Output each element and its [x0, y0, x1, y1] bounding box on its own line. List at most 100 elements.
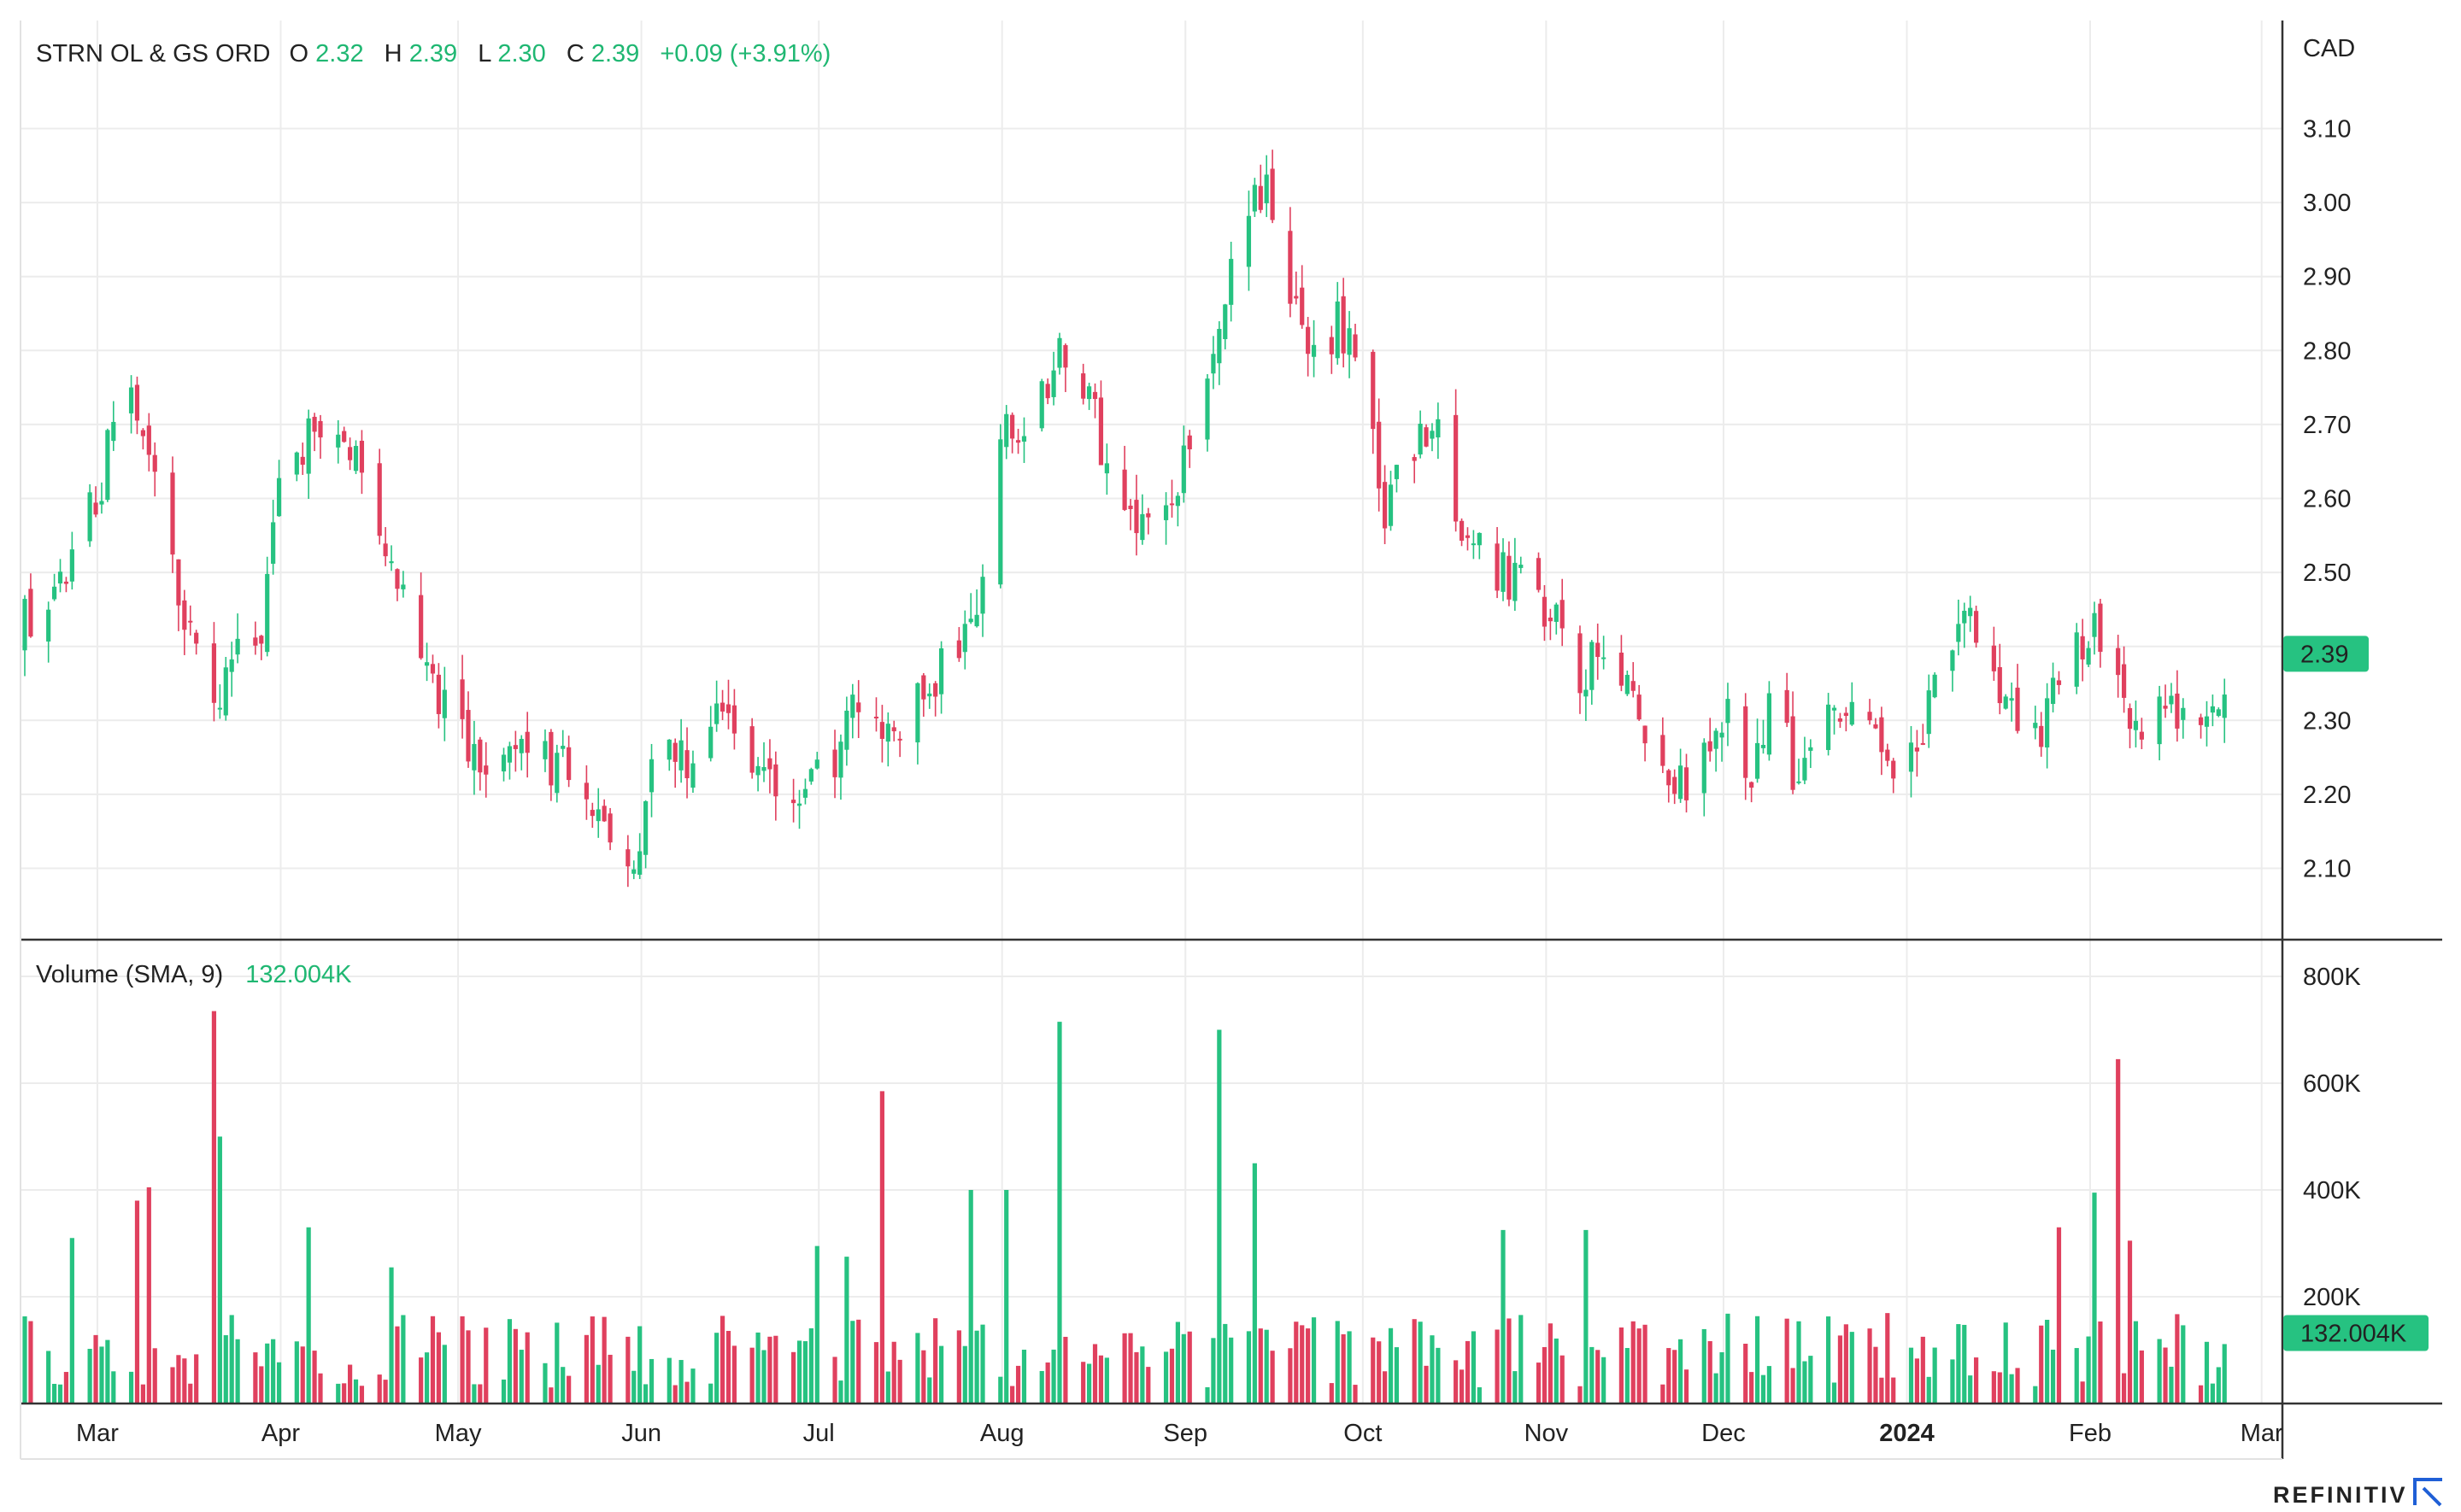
volume-bar — [377, 1374, 382, 1404]
volume-bar — [690, 1368, 696, 1404]
volume-bar — [1454, 1360, 1459, 1404]
volume-bar — [561, 1367, 566, 1404]
volume-badge-text: 132.004K — [2300, 1320, 2407, 1347]
volume-bar — [1021, 1350, 1027, 1404]
candle-body — [567, 747, 572, 781]
volume-bar — [637, 1326, 643, 1404]
candle-body — [1181, 445, 1186, 494]
volume-bar — [389, 1267, 394, 1404]
volume-bar — [885, 1371, 890, 1404]
candle-body — [2045, 698, 2050, 747]
volume-bar — [608, 1354, 613, 1404]
candle-body — [1956, 624, 1961, 642]
candle-body — [353, 446, 359, 472]
price-tick-labels: 3.103.002.902.802.702.602.502.402.302.20… — [2303, 116, 2351, 883]
candle-body — [2139, 731, 2144, 740]
volume-bar — [1140, 1346, 1145, 1404]
candle-body — [2198, 717, 2204, 725]
volume-bar — [1908, 1347, 1914, 1404]
volume-bar — [99, 1346, 104, 1404]
volume-bar — [1430, 1335, 1435, 1404]
candle-body — [897, 738, 902, 741]
volume-bar — [1808, 1356, 1813, 1404]
candle-body — [838, 741, 843, 778]
volume-bar — [1554, 1338, 1559, 1404]
volume-bar — [1311, 1317, 1317, 1404]
volume-bar — [1713, 1373, 1718, 1404]
volume-bar — [1015, 1365, 1021, 1404]
volume-bar — [223, 1335, 228, 1404]
candle-body — [383, 543, 388, 557]
candle-body — [152, 454, 157, 472]
candle-body — [419, 595, 424, 659]
volume-bar — [962, 1345, 967, 1404]
candle-body — [2222, 694, 2227, 718]
volume-bar — [879, 1091, 884, 1404]
candle-body — [1583, 689, 1589, 697]
candle-body — [962, 624, 967, 653]
candle-body — [1454, 414, 1459, 522]
legend-change: +0.09 (+3.91%) — [660, 40, 831, 67]
candle-body — [472, 743, 477, 771]
volume-bar — [176, 1355, 181, 1404]
date-tick-label: Aug — [980, 1420, 1025, 1447]
volume-bar — [1796, 1321, 1801, 1404]
volume-bar — [549, 1387, 554, 1404]
candle-body — [1891, 760, 1896, 779]
candle-body — [1808, 747, 1813, 751]
candle-body — [69, 549, 74, 582]
volume-bar — [436, 1332, 441, 1404]
volume-bar — [1950, 1359, 1955, 1404]
candle-body — [844, 710, 849, 750]
candle-body — [424, 662, 430, 666]
candle-body — [1146, 513, 1151, 518]
volume-bar — [1122, 1333, 1127, 1404]
volume-bar — [590, 1316, 595, 1404]
volume-bar — [401, 1315, 406, 1404]
volume-bar — [602, 1316, 607, 1404]
volume-bar — [265, 1343, 270, 1404]
candle-body — [974, 614, 979, 627]
volume-bar — [211, 1011, 217, 1404]
volume-bar — [484, 1327, 489, 1404]
volume-bar — [1246, 1331, 1252, 1404]
candle-body — [111, 421, 116, 442]
candle-body — [1920, 742, 1925, 745]
volume-bar — [1264, 1329, 1269, 1404]
candle-body — [1660, 735, 1665, 766]
volume-bar — [1104, 1357, 1109, 1404]
candle-body — [980, 577, 985, 614]
price-tick-label: 2.20 — [2303, 782, 2351, 809]
volume-bar — [1583, 1229, 1589, 1404]
volume-bar — [383, 1380, 388, 1404]
candle-body — [1672, 777, 1677, 794]
legend-symbol: STRN OL & GS ORD — [36, 40, 270, 67]
candle-body — [57, 571, 63, 583]
candle-body — [1140, 513, 1145, 541]
volume-legend-value: 132.004K — [245, 961, 352, 988]
volume-bar — [52, 1384, 57, 1404]
volume-tick-label: 800K — [2303, 964, 2361, 991]
candle-body — [673, 742, 678, 762]
volume-bar — [2056, 1227, 2062, 1404]
candle-body — [1749, 782, 1754, 788]
volume-bar — [2116, 1058, 2121, 1404]
candle-body — [1784, 689, 1789, 724]
candle-body — [1394, 465, 1400, 479]
volume-bar — [832, 1357, 837, 1404]
candle-body — [1229, 259, 1234, 305]
date-tick-label: Oct — [1343, 1420, 1382, 1447]
volume-bars — [22, 1011, 2227, 1404]
volume-bar — [1388, 1327, 1394, 1404]
volume-tick-labels: 800K 600K 400K 200K — [2303, 964, 2361, 1311]
candle-body — [915, 683, 920, 743]
refinitiv-logo-icon — [2413, 1478, 2442, 1507]
volume-bar — [1719, 1352, 1724, 1404]
volume-bar — [306, 1227, 311, 1404]
price-tick-label: 3.10 — [2303, 116, 2351, 144]
candle-body — [1211, 354, 1216, 374]
volume-bar — [543, 1363, 548, 1404]
candle-body — [1760, 745, 1766, 748]
candle-body — [968, 618, 973, 623]
